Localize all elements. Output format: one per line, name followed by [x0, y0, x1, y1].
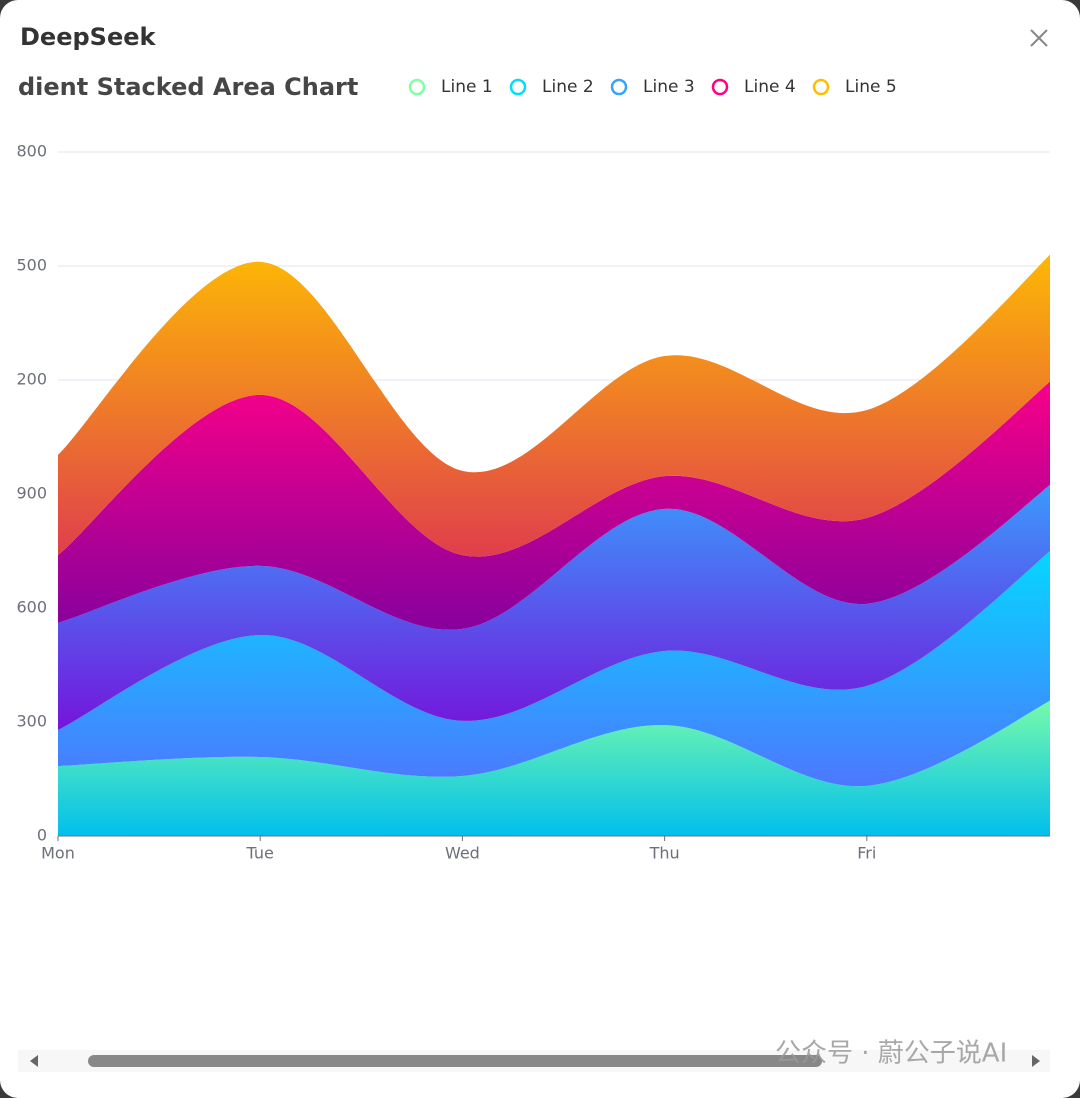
watermark: 公众号 · 蔚公子说AI	[775, 1039, 1007, 1069]
legend-label: Line 5	[845, 77, 897, 97]
x-tick-label: Wed	[445, 844, 480, 863]
dialog-title: DeepSeek	[20, 23, 156, 51]
area	[58, 254, 1050, 557]
x-tick-label: Mon	[41, 844, 75, 863]
area	[58, 550, 1050, 787]
legend-icon	[509, 78, 527, 96]
y-tick-label: 200	[16, 370, 47, 389]
x-tick-label: Thu	[649, 844, 680, 863]
area	[58, 484, 1050, 730]
y-tick-label: 900	[16, 484, 47, 503]
y-tick-label: 0	[37, 826, 47, 845]
area	[58, 700, 1050, 837]
legend-label: Line 1	[441, 77, 493, 97]
y-tick-label: 500	[16, 256, 47, 275]
x-tick-label: Fri	[857, 844, 876, 863]
legend-label: Line 2	[542, 77, 594, 97]
legend-icon	[711, 78, 729, 96]
legend-icon	[812, 78, 830, 96]
legend-icon	[610, 78, 628, 96]
chart-title: dient Stacked Area Chart	[18, 73, 358, 101]
legend-label: Line 3	[643, 77, 695, 97]
legend-label: Line 4	[744, 77, 796, 97]
area	[58, 381, 1050, 630]
x-tick-label: Tue	[246, 844, 274, 863]
y-tick-label: 800	[16, 142, 47, 161]
y-tick-label: 300	[16, 712, 47, 731]
close-button[interactable]	[1030, 29, 1048, 47]
scrollbar[interactable]	[18, 1050, 1050, 1072]
areas	[58, 254, 1050, 837]
legend-icon	[408, 78, 426, 96]
y-tick-label: 600	[16, 598, 47, 617]
